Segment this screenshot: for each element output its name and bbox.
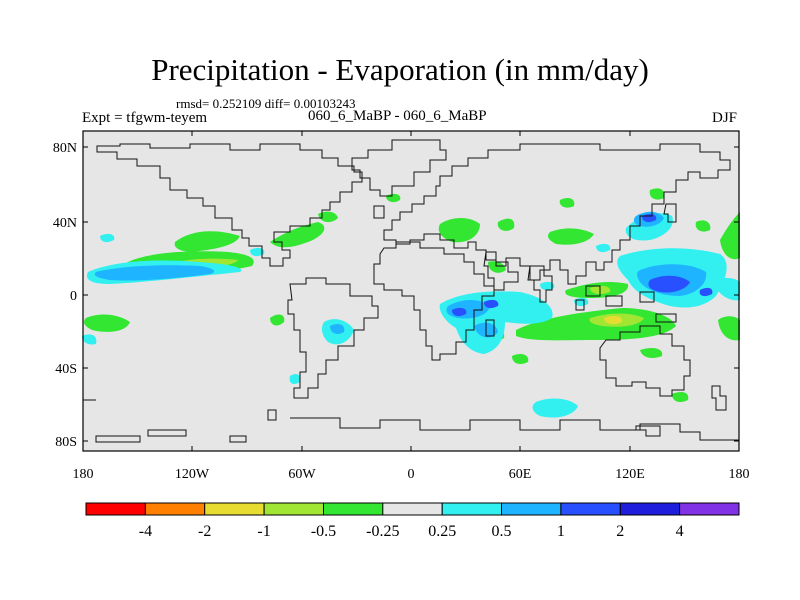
experiment-label: Expt = tfgwm-teyem (82, 110, 208, 126)
lat-label: 40S (55, 362, 77, 377)
colorbar-swatch (560, 502, 621, 516)
lat-label: 80N (53, 141, 77, 156)
colorbar-swatch (382, 502, 443, 516)
season-label: DJF (712, 110, 738, 126)
colorbar-swatch (619, 502, 681, 516)
axis-ticks (83, 131, 739, 451)
lon-label: 0 (408, 467, 415, 482)
latitude-labels: 80N 40N 0 40S 80S (53, 141, 77, 450)
colorbar-swatch (204, 502, 265, 516)
lon-label: 60E (509, 467, 532, 482)
lon-label: 180 (73, 467, 94, 482)
colorbar (85, 502, 740, 516)
lat-label: 0 (70, 289, 77, 304)
colorbar-labels: -4 -2 -1 -0.5 -0.25 0.25 0.5 1 2 4 (139, 523, 684, 540)
colorbar-swatch (323, 502, 384, 516)
lon-label: 120W (175, 467, 210, 482)
colorbar-label: 0.5 (492, 523, 512, 540)
colorbar-swatch (441, 502, 503, 516)
map-background (83, 131, 739, 451)
lat-label: 40N (53, 216, 77, 231)
colorbar-swatch (501, 502, 562, 516)
colorbar-label: -1 (257, 523, 270, 540)
colorbar-swatch (85, 502, 146, 516)
longitude-labels: 180 120W 60W 0 60E 120E 180 (73, 467, 750, 482)
case-label: 060_6_MaBP - 060_6_MaBP (308, 108, 487, 124)
lat-label: 80S (55, 435, 77, 450)
lon-label: 120E (615, 467, 645, 482)
colorbar-label: 0.25 (428, 523, 456, 540)
colorbar-label: -0.25 (366, 523, 399, 540)
colorbar-swatch (679, 502, 740, 516)
colorbar-label: -4 (139, 523, 152, 540)
stats-line: rmsd= 0.252109 diff= 0.00103243 (176, 96, 356, 111)
colorbar-label: 4 (676, 523, 684, 540)
colorbar-label: 1 (557, 523, 565, 540)
strong-negative-areas (604, 315, 623, 325)
strong-positive-areas (452, 213, 713, 317)
lon-label: 180 (729, 467, 750, 482)
colorbar-swatch (144, 502, 206, 516)
colorbar-label: -0.5 (311, 523, 336, 540)
coastlines (83, 139, 739, 443)
colorbar-label: -2 (198, 523, 211, 540)
colorbar-swatch (263, 502, 325, 516)
figure-title: Precipitation - Evaporation (in mm/day) (151, 52, 649, 87)
lon-label: 60W (288, 467, 316, 482)
colorbar-label: 2 (616, 523, 624, 540)
